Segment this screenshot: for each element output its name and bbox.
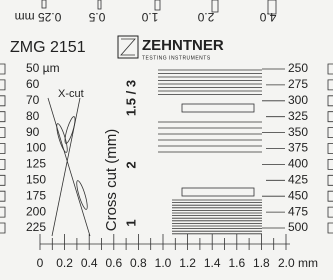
opening-label: 0.25 mm <box>15 10 62 24</box>
right-scale-label: 425 <box>288 172 308 186</box>
opening-label: 1.0 <box>141 10 158 24</box>
ruler-label: 1.4 <box>204 256 221 270</box>
right-scale-label: 250 <box>288 61 308 75</box>
ruler-label: 2.0 mm <box>278 256 318 270</box>
opening-label: 2.0 <box>197 10 214 24</box>
left-scale-label: 70 <box>26 93 40 107</box>
gauge: 0.25 mm 0.5 1.0 2.0 4.0 ZMG 2151 ZEHNTNERTESTI… <box>0 0 333 280</box>
left-scale-label: 80 <box>26 109 40 123</box>
ruler-label: 1.8 <box>253 256 270 270</box>
opening-label: 0.5 <box>88 10 105 24</box>
cross-cut-label: 1.5 / 3 <box>123 80 138 116</box>
cross-cut-label: 2 <box>123 161 138 168</box>
right-scale-label: 400 <box>288 157 308 171</box>
left-scale-label: 50 µm <box>26 61 60 75</box>
model: ZMG 2151 <box>10 39 86 56</box>
cross-cut-title: Cross cut (mm) <box>103 129 120 232</box>
ruler-label: 0.8 <box>130 256 147 270</box>
brand-name: ZEHNTNER <box>142 37 224 54</box>
ruler-label: 0.2 <box>56 256 73 270</box>
x-cut-label: X-cut <box>58 88 84 100</box>
left-scale-label: 175 <box>26 188 46 202</box>
right-scale-label: 500 <box>288 220 308 234</box>
cross-cut-label: 1 <box>123 219 138 226</box>
left-scale-label: 90 <box>26 125 40 139</box>
right-scale-label: 375 <box>288 141 308 155</box>
ruler-label: 0.6 <box>105 256 122 270</box>
right-scale-label: 325 <box>288 109 308 123</box>
right-scale-label: 275 <box>288 77 308 91</box>
left-scale-label: 225 <box>26 220 46 234</box>
ruler-label: 1.0 <box>155 256 172 270</box>
left-scale-label: 100 <box>26 141 46 155</box>
right-scale-label: 475 <box>288 204 308 218</box>
opening-label: 4.0 <box>259 10 276 24</box>
right-scale-label: 350 <box>288 125 308 139</box>
ruler-label: 0.4 <box>81 256 98 270</box>
right-scale-label: 300 <box>288 93 308 107</box>
ruler-label: 0 <box>37 256 44 270</box>
left-scale-label: 200 <box>26 204 46 218</box>
left-scale-label: 150 <box>26 172 46 186</box>
brand-tagline: TESTING INSTRUMENTS <box>142 55 211 61</box>
left-scale-label: 60 <box>26 77 40 91</box>
ruler-label: 1.2 <box>179 256 196 270</box>
ruler-label: 1.6 <box>228 256 245 270</box>
left-scale-label: 125 <box>26 157 46 171</box>
right-scale-label: 450 <box>288 188 308 202</box>
